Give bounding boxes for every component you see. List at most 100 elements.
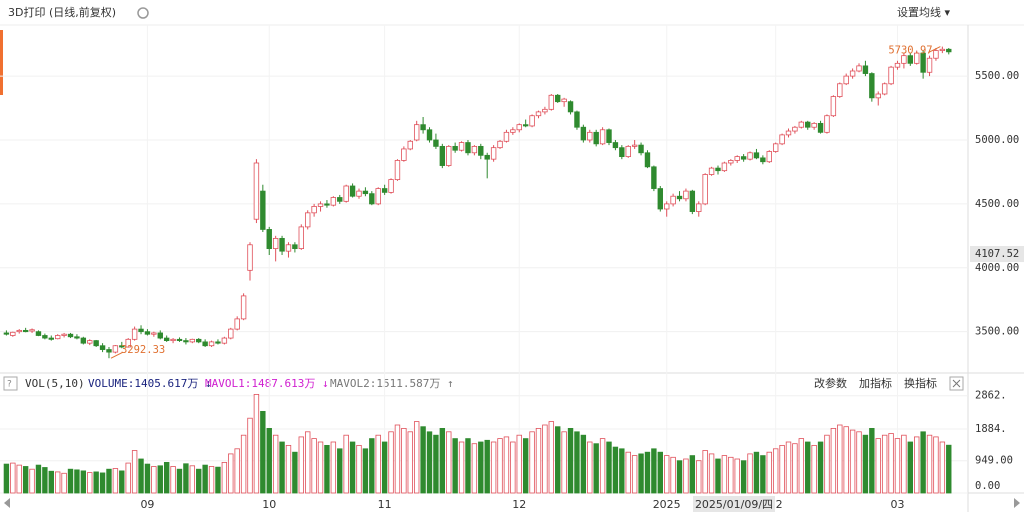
candle-body	[260, 190, 266, 230]
candle-body	[894, 62, 901, 68]
help-icon[interactable]	[3, 376, 18, 391]
volume-bar	[548, 421, 555, 494]
candle-body	[234, 318, 240, 330]
volume-bar	[683, 458, 689, 494]
candle-body	[798, 121, 805, 128]
volume-bar	[29, 468, 35, 494]
volume-bar	[837, 424, 843, 494]
candle-body	[625, 145, 631, 158]
volume-bar	[587, 441, 593, 494]
volume-bar	[516, 434, 522, 494]
low-arrow	[110, 351, 124, 359]
candle-body	[740, 156, 747, 160]
volume-bar	[644, 451, 651, 494]
volume-bar	[881, 434, 888, 494]
volume-bar	[317, 441, 324, 494]
low-annotation: 3292.33	[121, 344, 165, 356]
volume-bar	[305, 431, 311, 494]
candle-body	[574, 111, 580, 128]
volume-bar	[266, 427, 272, 494]
marks: 3500.00 4000.00 4500.00 5000.00 5500.00 0.00 9…	[0, 25, 1024, 511]
volume-bar	[119, 470, 125, 494]
volume-bar	[381, 441, 388, 494]
volume-bar	[529, 431, 535, 494]
candle-body	[664, 203, 670, 210]
edit-params-button[interactable]: 改参数	[814, 376, 847, 390]
candle-body	[317, 203, 324, 207]
switch-indicator-button[interactable]: 换指标	[904, 376, 937, 390]
y-tick-label: 4000.00	[975, 262, 1019, 274]
volume-bar	[330, 441, 337, 494]
volume-bar	[356, 444, 362, 494]
scroll-right[interactable]	[1014, 498, 1020, 508]
close-button[interactable]	[949, 376, 964, 391]
candle-body	[253, 162, 260, 220]
candle-body	[272, 237, 279, 250]
vol-tick-label: 949.00	[975, 455, 1013, 467]
scroll-left[interactable]	[4, 498, 10, 508]
volume-bar	[805, 441, 811, 494]
candle-body	[266, 229, 272, 250]
volume-bar	[721, 455, 728, 494]
volume-bar	[798, 438, 805, 494]
candle-body	[497, 140, 503, 149]
volume-bar	[208, 466, 215, 494]
candle-body	[189, 338, 196, 343]
candle-body	[920, 52, 926, 73]
candle-body	[151, 332, 157, 335]
candle-body	[279, 237, 285, 252]
volume-bar	[253, 393, 260, 494]
volume-bar	[228, 453, 234, 494]
candle-body	[305, 212, 311, 228]
cursor-price-box	[970, 246, 1024, 263]
volume-bar	[311, 438, 317, 494]
candle-body	[48, 337, 54, 340]
volume-bar	[125, 462, 131, 494]
volume-bar	[420, 426, 426, 494]
candle-body	[29, 329, 35, 332]
candle-body	[324, 203, 330, 206]
volume-bar	[574, 431, 580, 494]
volume-bar	[458, 441, 465, 494]
candle-body	[587, 131, 593, 141]
candle-body	[888, 66, 894, 85]
candle-body	[612, 142, 619, 149]
candle-body	[369, 193, 375, 205]
candle-body	[747, 152, 753, 160]
volume-bar	[234, 448, 240, 494]
volume-bar	[61, 472, 67, 494]
candle-body	[721, 162, 728, 172]
volume-bar	[349, 441, 356, 494]
vol-name: VOL(5,10)	[25, 377, 85, 390]
volume-bar	[785, 441, 792, 494]
candle-body	[689, 190, 696, 212]
volume-bar	[112, 468, 119, 494]
candle-body	[535, 111, 542, 117]
volume-bar	[510, 441, 516, 494]
volume-bar	[939, 441, 946, 494]
volume-bar	[811, 444, 817, 494]
ma-settings-button[interactable]: 设置均线 ▾	[897, 5, 950, 19]
candle-body	[606, 129, 612, 143]
settings-icon[interactable]	[137, 7, 149, 19]
help-mark: ?	[7, 380, 12, 390]
volume-bar	[80, 470, 87, 494]
volume-bar	[439, 427, 446, 494]
candle-body	[939, 48, 946, 51]
candle-body	[87, 340, 93, 344]
add-indicator-button[interactable]: 加指标	[859, 376, 892, 390]
candle-body	[74, 336, 80, 339]
candle-body	[830, 96, 837, 117]
volume-bar	[753, 451, 760, 494]
candle-body	[772, 143, 779, 152]
candle-body	[471, 145, 478, 154]
candle-body	[337, 197, 343, 202]
candle-body	[503, 131, 510, 142]
candle-body	[779, 134, 785, 145]
candle-body	[907, 55, 914, 64]
candle-body	[228, 328, 234, 339]
volume-bar	[93, 471, 99, 494]
volume-bar	[298, 436, 304, 494]
volume-bar	[35, 464, 42, 494]
